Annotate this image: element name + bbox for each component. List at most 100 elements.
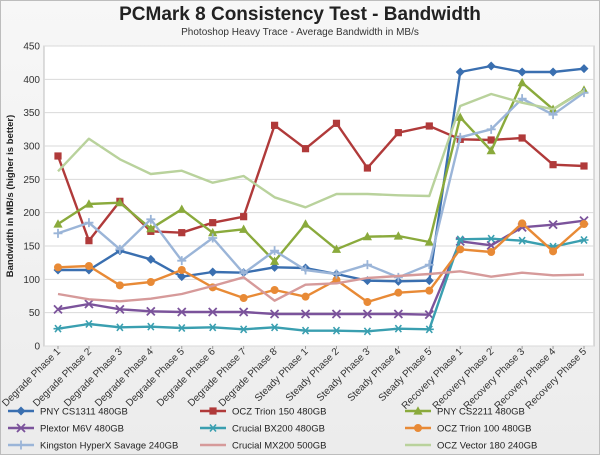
series-line-crucial-bx200-480gb	[57, 237, 585, 333]
legend-marker	[208, 423, 218, 433]
data-point	[177, 272, 187, 282]
data-point	[424, 276, 434, 286]
legend-item-ocz-trion-100-480gb: OCZ Trion 100 480GB	[405, 424, 532, 435]
data-point	[300, 219, 311, 228]
data-point	[331, 269, 341, 279]
data-point	[331, 326, 341, 335]
data-point	[146, 322, 156, 331]
data-point	[270, 121, 279, 129]
legend-marker	[16, 406, 26, 416]
legend-item-crucial-mx200-500gb: Crucial MX200 500GB	[200, 441, 327, 452]
y-tick-label: 350	[23, 108, 40, 119]
series-ocz-trion-100-480gb	[54, 219, 588, 306]
data-point	[301, 145, 310, 153]
data-point	[239, 294, 248, 302]
data-point	[270, 262, 280, 272]
series-line-ocz-vector-180-240gb	[57, 89, 585, 209]
data-point	[270, 286, 279, 294]
data-point	[115, 323, 125, 332]
data-point	[301, 326, 311, 335]
legend-label: OCZ Trion 100 480GB	[437, 424, 532, 435]
data-point	[84, 319, 94, 329]
data-point	[393, 309, 403, 319]
data-point	[300, 309, 311, 319]
x-tick-label: Steady Phase 4	[346, 346, 404, 404]
legend-marker	[209, 407, 217, 415]
data-point	[177, 256, 187, 266]
series-plextor-m6v-480gb	[53, 216, 589, 320]
data-point	[270, 323, 280, 332]
series-line-plextor-m6v-480gb	[57, 219, 585, 316]
data-point	[424, 310, 434, 320]
x-tick-label: Steady Phase 1	[253, 346, 311, 404]
data-point	[270, 246, 280, 256]
data-point	[455, 235, 465, 244]
data-point	[115, 197, 125, 207]
data-point	[53, 228, 63, 238]
data-point	[84, 218, 94, 228]
data-point	[53, 304, 63, 314]
data-point	[115, 304, 125, 314]
data-point	[239, 307, 249, 317]
legend-label: Kingston HyperX Savage 240GB	[40, 441, 178, 452]
chart-title: PCMark 8 Consistency Test - Bandwidth	[119, 4, 481, 25]
data-point	[517, 236, 527, 245]
y-axis-ticks: 0 50 100 150 200 250 300 350 400 450	[23, 42, 40, 353]
legend-label: Crucial MX200 500GB	[232, 441, 327, 452]
y-tick-label: 50	[29, 308, 41, 319]
legend-item-pny-cs2211-480gb: PNY CS2211 480GB	[405, 406, 525, 418]
data-point	[486, 234, 496, 243]
data-point	[455, 112, 465, 121]
y-tick-label: 250	[23, 175, 40, 186]
legend-marker	[16, 423, 26, 433]
y-axis-label: Bandwidth in MB/s (higher is better)	[5, 115, 16, 278]
data-point	[425, 122, 433, 130]
legend-label: Crucial BX200 480GB	[232, 424, 325, 435]
data-point	[580, 220, 588, 228]
y-tick-label: 200	[23, 208, 40, 219]
legend-item-pny-cs1311-480gb: PNY CS1311 480GB	[8, 406, 128, 418]
data-point	[240, 213, 248, 221]
data-point	[393, 324, 403, 333]
data-point	[84, 299, 94, 309]
y-tick-label: 300	[23, 142, 40, 153]
gridlines	[44, 45, 594, 347]
data-point	[239, 325, 249, 334]
data-point	[208, 227, 218, 237]
legend-item-ocz-trion-150-480gb: OCZ Trion 150 480GB	[200, 407, 327, 418]
legend-item-plextor-m6v-480gb: Plextor M6V 480GB	[8, 423, 124, 435]
data-point	[208, 233, 218, 243]
data-point	[363, 164, 372, 172]
y-tick-label: 150	[23, 242, 40, 253]
data-point	[177, 266, 186, 274]
data-point	[177, 307, 187, 317]
data-point	[269, 256, 280, 265]
data-point	[208, 323, 218, 332]
data-point	[115, 244, 125, 254]
data-point	[548, 67, 558, 77]
y-tick-label: 400	[23, 75, 40, 86]
data-point	[269, 309, 280, 319]
legend-label: PNY CS1311 480GB	[40, 407, 128, 418]
series-line-ocz-trion-100-480gb	[57, 222, 585, 304]
data-point	[177, 204, 187, 213]
data-point	[393, 231, 403, 240]
x-tick-label: Steady Phase 5	[377, 346, 435, 404]
data-point	[146, 254, 156, 264]
x-tick-label: Steady Phase 2	[284, 346, 342, 404]
data-point	[54, 263, 62, 272]
data-point	[146, 214, 156, 224]
data-point	[394, 288, 403, 297]
series-crucial-bx200-480gb	[53, 234, 589, 336]
data-point	[208, 307, 218, 317]
chart-subtitle: Photoshop Heavy Trace - Average Bandwidt…	[181, 27, 419, 38]
data-point	[362, 309, 373, 319]
data-point	[455, 132, 465, 142]
series-line-crucial-mx200-500gb	[57, 270, 585, 303]
legend-label: PNY CS2211 480GB	[437, 407, 525, 418]
legend-label: OCZ Vector 180 240GB	[437, 441, 537, 452]
legend: PNY CS1311 480GB OCZ Trion 150 480GB PNY C…	[8, 406, 537, 452]
data-point	[549, 161, 557, 169]
data-point	[239, 224, 249, 233]
